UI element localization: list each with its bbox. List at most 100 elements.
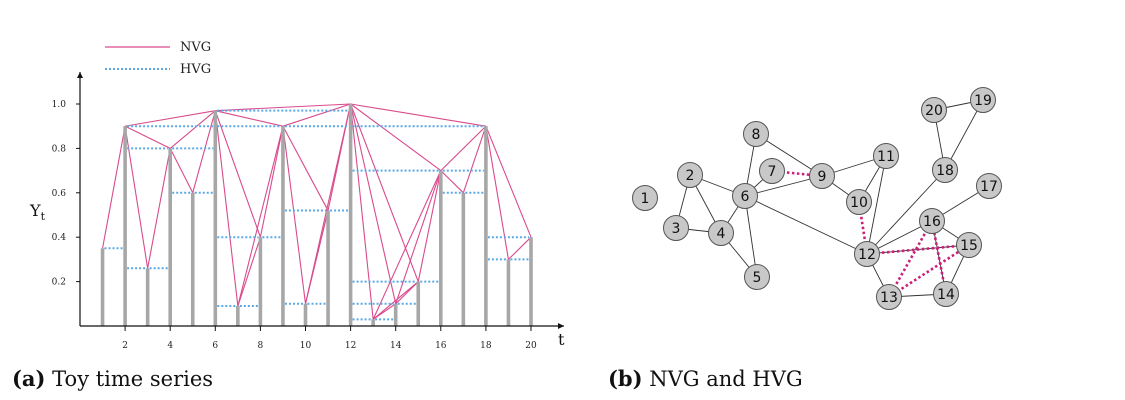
network-node-4: 4 [708, 220, 734, 246]
network-node-14: 14 [933, 281, 959, 307]
nvg-edge [350, 103, 419, 282]
nvg-edge [215, 110, 284, 127]
nvg-edge [440, 125, 487, 171]
node-circle [759, 158, 785, 184]
node-circle [632, 185, 658, 211]
network-node-11: 11 [873, 143, 899, 169]
network-node-18: 18 [932, 157, 958, 183]
nvg-edge [259, 126, 284, 238]
nvg-edge [327, 103, 352, 211]
network-node-6: 6 [732, 183, 758, 209]
nvg-edge [282, 126, 307, 304]
node-circle [933, 281, 959, 307]
node-circle [976, 173, 1002, 199]
nvg-edge [462, 126, 487, 193]
network-node-1: 1 [632, 185, 658, 211]
bar-t20 [529, 237, 533, 326]
nvg-edge [350, 103, 442, 172]
node-circle [846, 189, 872, 215]
bar-t16 [439, 170, 443, 326]
x-tick-label: 8 [258, 341, 264, 351]
nvg-edge [350, 103, 486, 127]
network-node-13: 13 [876, 284, 902, 310]
y-tick-label: 1.0 [52, 100, 67, 110]
x-tick-label: 2 [122, 341, 128, 351]
bar-t19 [506, 259, 511, 326]
node-label: 18 [936, 163, 954, 179]
network-node-19: 19 [970, 87, 996, 113]
network-node-2: 2 [677, 162, 703, 188]
bar-t18 [484, 126, 488, 326]
bar-t10 [303, 303, 308, 326]
node-circle [876, 284, 902, 310]
node-label: 17 [980, 179, 998, 195]
node-circle [809, 163, 835, 189]
bar-t17 [461, 192, 466, 326]
network-edges [675, 99, 990, 299]
ticks: 2 4 6 8 10 12 14 16 18 20 0.2 0.4 0.6 0.8 1.0 [52, 100, 537, 351]
network-node-17: 17 [976, 173, 1002, 199]
nvg-edge [102, 126, 126, 249]
node-label: 10 [850, 195, 868, 211]
nvg-edge [124, 126, 149, 269]
y-tick-label: 0.2 [52, 278, 66, 288]
nvg-edge [147, 148, 171, 269]
bar-t8 [258, 237, 263, 326]
bar-t11 [326, 210, 330, 326]
nvg-edge [350, 103, 374, 320]
node-label: 9 [818, 169, 827, 185]
bar-t4 [168, 148, 172, 326]
legend-hvg-label: HVG [180, 62, 211, 77]
caption-a-text: Toy time series [52, 367, 214, 391]
nvg-edge [169, 110, 216, 149]
nvg-edge [485, 125, 532, 238]
hvg-edges [104, 109, 529, 321]
caption-b-tag: (b) [608, 366, 643, 391]
nvg-edge [350, 103, 397, 304]
x-tick-label: 20 [525, 341, 537, 351]
network-node-16: 16 [919, 208, 945, 234]
nvg-edge [417, 170, 442, 282]
bar-t13 [371, 319, 375, 326]
network-edge [755, 133, 823, 177]
x-tick-label: 12 [345, 341, 356, 351]
x-tick-label: 16 [435, 341, 447, 351]
network-edge [744, 195, 758, 278]
node-label: 7 [768, 164, 777, 180]
nvg-edge [214, 110, 261, 238]
network-edge [944, 99, 984, 171]
legend: NVG HVG [105, 40, 211, 77]
network-node-8: 8 [743, 121, 769, 147]
bar-t7 [236, 306, 240, 326]
network-node-9: 9 [809, 163, 835, 189]
network-dotted-edge [888, 243, 970, 299]
x-tick-label: 10 [300, 341, 312, 351]
node-label: 19 [974, 93, 992, 109]
nvg-edge [214, 110, 239, 307]
network-dotted-edge [866, 243, 970, 256]
x-tick-label: 4 [167, 341, 173, 351]
bar-t5 [190, 192, 195, 326]
node-circle [732, 183, 758, 209]
node-circle [743, 121, 769, 147]
nvg-edges [102, 103, 532, 320]
node-label: 8 [752, 127, 761, 143]
node-label: 3 [672, 221, 681, 237]
node-label: 4 [717, 226, 726, 242]
caption-a-tag: (a) [12, 366, 46, 391]
node-label: 20 [925, 103, 943, 119]
bar-t9 [281, 126, 285, 326]
network-node-12: 12 [854, 241, 880, 267]
network-node-20: 20 [921, 97, 947, 123]
nvg-edge [508, 236, 532, 260]
node-circle [970, 87, 996, 113]
node-label: 2 [686, 168, 695, 184]
node-label: 6 [741, 189, 750, 205]
nvg-edge [372, 281, 419, 320]
caption-b-text: NVG and HVG [649, 367, 803, 391]
network-edge [866, 155, 887, 255]
network-edge [744, 195, 868, 255]
y-axis-label: Yt [29, 201, 46, 223]
network-node-15: 15 [956, 232, 982, 258]
